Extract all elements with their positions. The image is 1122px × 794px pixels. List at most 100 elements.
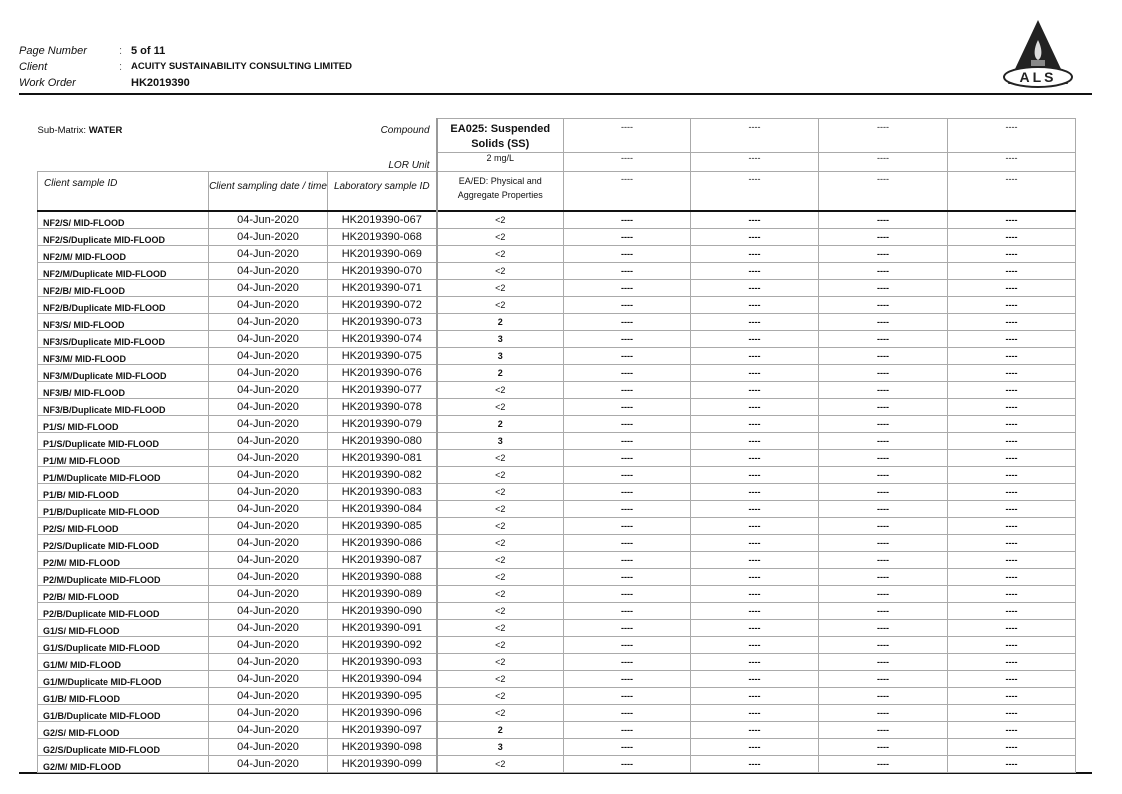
sampling-date: 04-Jun-2020 [208, 261, 328, 280]
empty-result: ---- [690, 652, 819, 671]
empty-result: ---- [947, 380, 1076, 399]
client-sample-id: NF2/M/Duplicate MID-FLOOD [37, 261, 209, 280]
result-value: <2 [435, 686, 564, 705]
empty-result: ---- [690, 414, 819, 433]
lab-sample-id: HK2019390-094 [327, 669, 437, 688]
empty-result: ---- [690, 584, 819, 603]
result-value: 3 [435, 431, 564, 450]
client-sample-id: NF3/B/ MID-FLOOD [37, 380, 209, 399]
sampling-date: 04-Jun-2020 [208, 312, 328, 331]
client-sample-id: P2/M/ MID-FLOOD [37, 550, 209, 569]
compound-name: ---- [818, 118, 948, 153]
lab-sample-id: HK2019390-067 [327, 209, 437, 229]
empty-result: ---- [563, 227, 691, 246]
lab-sample-id: HK2019390-082 [327, 465, 437, 484]
table-row: P1/S/ MID-FLOOD 04-Jun-2020 HK2019390-079 2… [37, 414, 1076, 433]
client-sample-id: G2/S/Duplicate MID-FLOOD [37, 737, 209, 756]
lor-value: ---- [947, 152, 1076, 172]
empty-result: ---- [690, 533, 819, 552]
empty-result: ---- [818, 635, 948, 654]
lab-sample-id: HK2019390-080 [327, 431, 437, 450]
sampling-date: 04-Jun-2020 [208, 516, 328, 535]
sampling-date: 04-Jun-2020 [208, 329, 328, 348]
empty-result: ---- [947, 669, 1076, 688]
empty-result: ---- [818, 686, 948, 705]
empty-result: ---- [818, 465, 948, 484]
empty-result: ---- [690, 686, 819, 705]
result-value: <2 [435, 482, 564, 501]
table-row: P2/S/ MID-FLOOD 04-Jun-2020 HK2019390-085 <… [37, 516, 1076, 535]
lab-sample-id: HK2019390-071 [327, 278, 437, 297]
sampling-date: 04-Jun-2020 [208, 584, 328, 603]
lab-sample-id: HK2019390-068 [327, 227, 437, 246]
lab-sample-id: HK2019390-096 [327, 703, 437, 722]
result-value: 2 [435, 720, 564, 739]
lab-sample-id: HK2019390-087 [327, 550, 437, 569]
work-order: HK2019390 [131, 77, 190, 89]
empty-result: ---- [947, 601, 1076, 620]
empty-result: ---- [947, 363, 1076, 382]
result-value: <2 [435, 550, 564, 569]
client-sample-id: P2/B/ MID-FLOOD [37, 584, 209, 603]
svg-text:ALS: ALS [1020, 69, 1057, 85]
empty-result: ---- [947, 482, 1076, 501]
empty-result: ---- [947, 686, 1076, 705]
empty-result: ---- [563, 482, 691, 501]
empty-result: ---- [563, 533, 691, 552]
empty-result: ---- [947, 635, 1076, 654]
lor-value: 2 mg/L [435, 152, 564, 172]
empty-result: ---- [690, 703, 819, 722]
sampling-date: 04-Jun-2020 [208, 635, 328, 654]
client-sample-id: P2/S/ MID-FLOOD [37, 516, 209, 535]
empty-result: ---- [818, 516, 948, 535]
lab-sample-id: HK2019390-081 [327, 448, 437, 467]
client-sample-id: NF3/S/Duplicate MID-FLOOD [37, 329, 209, 348]
sampling-date: 04-Jun-2020 [208, 550, 328, 569]
sampling-date: 04-Jun-2020 [208, 703, 328, 722]
result-value: 2 [435, 312, 564, 331]
client-label: Client [19, 61, 48, 73]
empty-result: ---- [947, 261, 1076, 280]
empty-result: ---- [818, 448, 948, 467]
col-header-sampling-date: Client sampling date / time [208, 171, 328, 211]
col-header-lab-sample-id: Laboratory sample ID [327, 171, 437, 211]
empty-result: ---- [818, 584, 948, 603]
empty-result: ---- [563, 380, 691, 399]
lab-sample-id: HK2019390-085 [327, 516, 437, 535]
empty-result: ---- [563, 363, 691, 382]
sampling-date: 04-Jun-2020 [208, 431, 328, 450]
empty-result: ---- [563, 244, 691, 263]
empty-result: ---- [690, 346, 819, 365]
table-row: NF3/M/ MID-FLOOD 04-Jun-2020 HK2019390-075… [37, 346, 1076, 365]
table-row: G2/S/Duplicate MID-FLOOD 04-Jun-2020 HK201… [37, 737, 1076, 756]
empty-result: ---- [690, 380, 819, 399]
empty-result: ---- [818, 652, 948, 671]
empty-result: ---- [947, 448, 1076, 467]
empty-result: ---- [818, 431, 948, 450]
lab-sample-id: HK2019390-098 [327, 737, 437, 756]
compound-name: ---- [947, 118, 1076, 153]
lab-sample-id: HK2019390-077 [327, 380, 437, 399]
table-row: P2/S/Duplicate MID-FLOOD 04-Jun-2020 HK201… [37, 533, 1076, 552]
client-sample-id: P2/M/Duplicate MID-FLOOD [37, 567, 209, 586]
empty-result: ---- [818, 261, 948, 280]
empty-result: ---- [947, 295, 1076, 314]
result-value: 2 [435, 363, 564, 382]
result-value: 2 [435, 414, 564, 433]
empty-result: ---- [563, 499, 691, 518]
table-row: NF3/B/Duplicate MID-FLOOD 04-Jun-2020 HK20… [37, 397, 1076, 416]
result-value: <2 [435, 380, 564, 399]
empty-result: ---- [563, 431, 691, 450]
table-row: P2/B/Duplicate MID-FLOOD 04-Jun-2020 HK201… [37, 601, 1076, 620]
result-value: <2 [435, 669, 564, 688]
empty-result: ---- [947, 652, 1076, 671]
empty-result: ---- [690, 567, 819, 586]
empty-result: ---- [690, 737, 819, 756]
lab-sample-id: HK2019390-089 [327, 584, 437, 603]
empty-result: ---- [947, 584, 1076, 603]
empty-result: ---- [818, 550, 948, 569]
empty-result: ---- [563, 516, 691, 535]
method-name: ---- [818, 171, 948, 211]
empty-result: ---- [563, 329, 691, 348]
result-value: <2 [435, 227, 564, 246]
